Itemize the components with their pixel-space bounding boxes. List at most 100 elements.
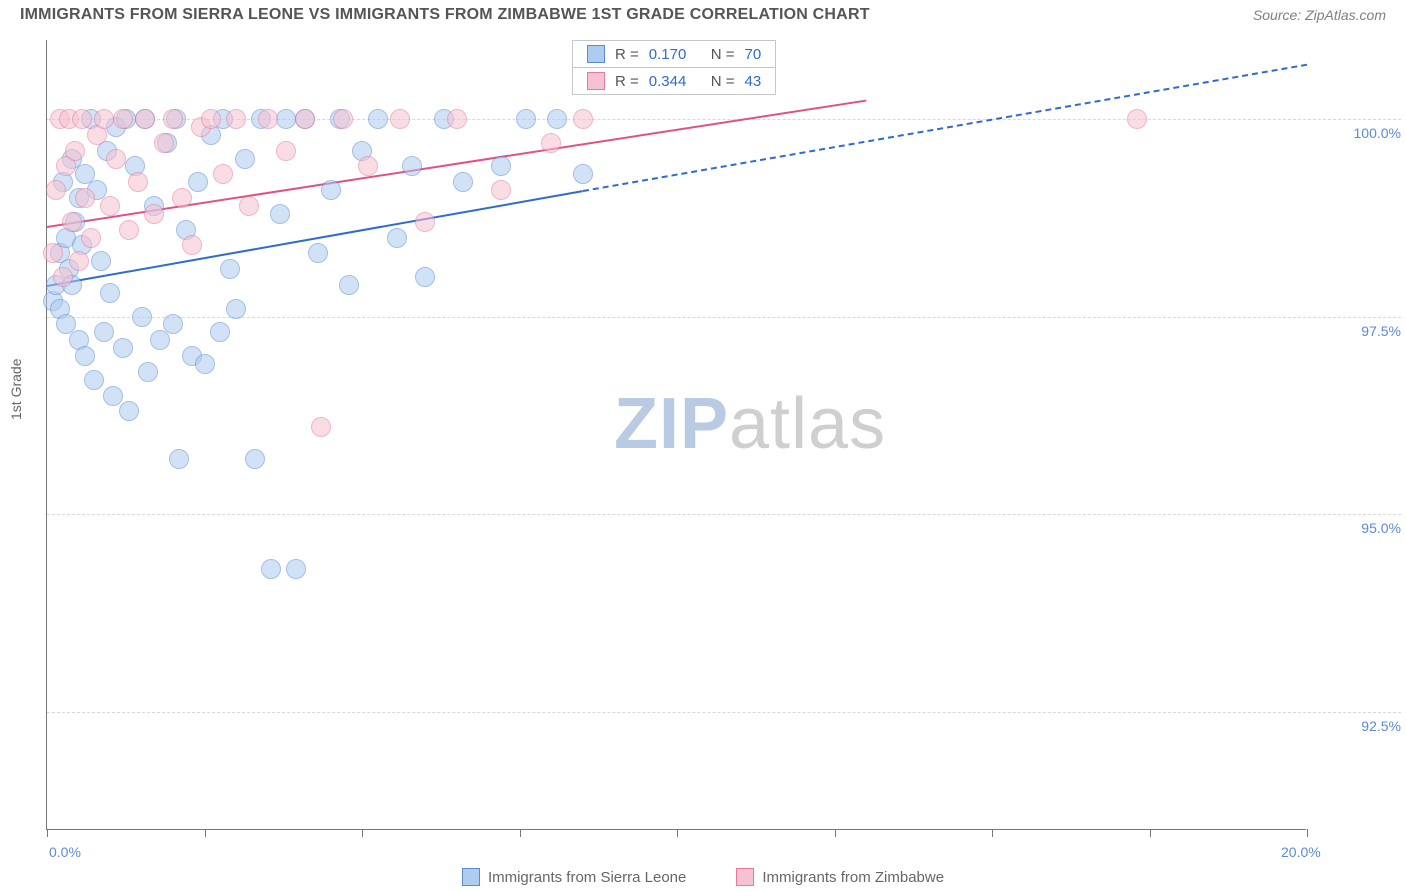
corr-n-value: 43	[745, 73, 762, 90]
data-point	[491, 180, 511, 200]
data-point	[339, 275, 359, 295]
data-point	[128, 172, 148, 192]
data-point	[43, 243, 63, 263]
corr-n-value: 70	[745, 46, 762, 63]
data-point	[84, 370, 104, 390]
x-tick-label: 0.0%	[49, 844, 81, 860]
data-point	[358, 156, 378, 176]
data-point	[226, 299, 246, 319]
x-tick	[835, 829, 836, 837]
x-tick	[1150, 829, 1151, 837]
data-point	[135, 109, 155, 129]
data-point	[239, 196, 259, 216]
x-tick	[205, 829, 206, 837]
x-tick	[47, 829, 48, 837]
x-tick	[1307, 829, 1308, 837]
data-point	[163, 314, 183, 334]
correlation-row: R = 0.170 N = 70	[573, 41, 775, 68]
data-point	[547, 109, 567, 129]
correlation-legend: R =0.170N =70R =0.344N =43	[572, 40, 776, 95]
data-point	[163, 109, 183, 129]
data-point	[195, 354, 215, 374]
corr-r-label: R =	[615, 73, 639, 90]
x-tick	[362, 829, 363, 837]
corr-n-label: N =	[711, 46, 735, 63]
y-tick-label: 100.0%	[1311, 125, 1401, 141]
data-point	[154, 133, 174, 153]
data-point	[447, 109, 467, 129]
legend-bottom: Immigrants from Sierra Leone Immigrants …	[0, 868, 1406, 886]
data-point	[491, 156, 511, 176]
data-point	[169, 449, 189, 469]
data-point	[311, 417, 331, 437]
x-tick	[992, 829, 993, 837]
data-point	[261, 559, 281, 579]
data-point	[182, 235, 202, 255]
watermark: ZIPatlas	[614, 383, 886, 465]
data-point	[276, 141, 296, 161]
legend-swatch-icon	[587, 45, 605, 63]
data-point	[573, 164, 593, 184]
data-point	[81, 228, 101, 248]
data-point	[53, 267, 73, 287]
data-point	[541, 133, 561, 153]
data-point	[295, 109, 315, 129]
y-axis-title: 1st Grade	[8, 359, 24, 420]
data-point	[308, 243, 328, 263]
data-point	[103, 386, 123, 406]
data-point	[220, 259, 240, 279]
data-point	[91, 251, 111, 271]
legend-swatch-icon	[587, 72, 605, 90]
data-point	[132, 307, 152, 327]
corr-r-label: R =	[615, 46, 639, 63]
data-point	[235, 149, 255, 169]
y-tick-label: 95.0%	[1311, 520, 1401, 536]
data-point	[172, 188, 192, 208]
source-attribution: Source: ZipAtlas.com	[1253, 7, 1386, 23]
data-point	[258, 109, 278, 129]
data-point	[119, 220, 139, 240]
data-point	[94, 109, 114, 129]
data-point	[100, 196, 120, 216]
data-point	[144, 204, 164, 224]
gridline	[47, 119, 1401, 120]
x-tick	[677, 829, 678, 837]
data-point	[69, 251, 89, 271]
data-point	[321, 180, 341, 200]
data-point	[65, 141, 85, 161]
data-point	[387, 228, 407, 248]
chart-title: IMMIGRANTS FROM SIERRA LEONE VS IMMIGRAN…	[20, 6, 870, 24]
data-point	[226, 109, 246, 129]
corr-r-value: 0.344	[649, 73, 701, 90]
data-point	[573, 109, 593, 129]
gridline	[47, 514, 1401, 515]
y-tick-label: 97.5%	[1311, 323, 1401, 339]
data-point	[415, 212, 435, 232]
legend-item-sierra-leone: Immigrants from Sierra Leone	[462, 868, 686, 886]
data-point	[390, 109, 410, 129]
data-point	[62, 212, 82, 232]
gridline	[47, 712, 1401, 713]
data-point	[402, 156, 422, 176]
legend-item-zimbabwe: Immigrants from Zimbabwe	[736, 868, 944, 886]
data-point	[94, 322, 114, 342]
x-tick	[520, 829, 521, 837]
data-point	[453, 172, 473, 192]
x-tick-label: 20.0%	[1281, 844, 1321, 860]
data-point	[276, 109, 296, 129]
legend-swatch-icon	[736, 868, 754, 886]
data-point	[75, 346, 95, 366]
data-point	[245, 449, 265, 469]
data-point	[516, 109, 536, 129]
source-prefix: Source:	[1253, 7, 1305, 23]
legend-label: Immigrants from Sierra Leone	[488, 869, 686, 886]
data-point	[213, 164, 233, 184]
data-point	[201, 109, 221, 129]
gridline	[47, 317, 1401, 318]
data-point	[113, 338, 133, 358]
legend-swatch-icon	[462, 868, 480, 886]
y-tick-label: 92.5%	[1311, 718, 1401, 734]
data-point	[210, 322, 230, 342]
data-point	[286, 559, 306, 579]
corr-r-value: 0.170	[649, 46, 701, 63]
